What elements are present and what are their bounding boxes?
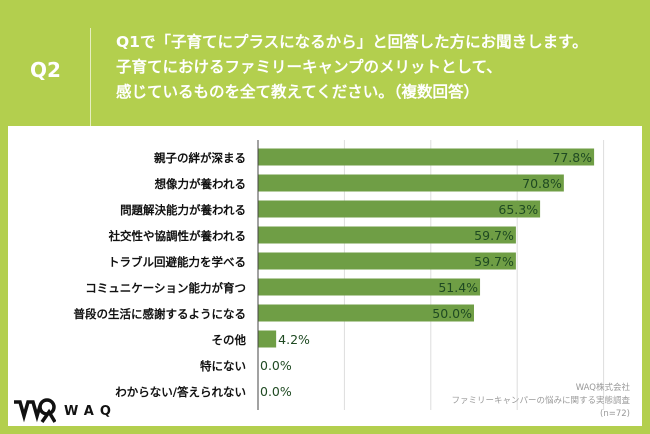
data-label: 77.8% [552,150,592,165]
title-line: Q1で「子育てにプラスになるから」と回答した方にお聞きします。 [116,33,588,51]
category-label: 想像力が養われる [154,177,246,191]
bar [258,304,474,322]
source-note: WAQ株式会社 ファミリーキャンパーの悩みに関する実態調査 (n=72) [451,382,630,421]
data-label: 65.3% [498,202,538,217]
bar [258,278,481,296]
source-line: ファミリーキャンパーの悩みに関する実態調査 [451,396,630,406]
question-number: Q2 [30,58,61,82]
category-label: 特にない [200,359,246,373]
data-label: 0.0% [260,358,292,373]
logo-text: WAQ [64,403,117,419]
category-label: トラブル回避能力を学べる [108,255,246,269]
source-line: WAQ株式会社 [575,383,630,393]
bar [258,226,516,244]
category-label: 普段の生活に感謝するようになる [74,307,247,321]
category-label: その他 [212,333,247,347]
waq-logo-mark [14,398,56,424]
data-label: 70.8% [522,176,562,191]
data-label: 0.0% [260,384,292,399]
question-title: Q1で「子育てにプラスになるから」と回答した方にお聞きします。 子育てにおけるフ… [116,30,588,105]
bar [258,174,564,192]
data-label: 4.2% [278,332,310,347]
waq-logo: WAQ [14,398,117,424]
category-label: 問題解決能力が養われる [120,203,246,217]
bar [258,252,516,270]
data-label: 51.4% [438,280,478,295]
data-label: 59.7% [474,254,514,269]
data-label: 59.7% [474,228,514,243]
title-line: 子育てにおけるファミリーキャンプのメリットとして、 [116,58,502,76]
category-label: わからない/答えられない [115,385,246,399]
category-label: コミュニケーション能力が育つ [85,281,246,295]
bar [258,200,541,218]
bar [258,148,595,166]
data-label: 50.0% [432,306,472,321]
bar [258,330,277,348]
title-line: 感じているものを全て教えてください。（複数回答） [116,83,480,101]
divider [90,28,91,132]
source-line: (n=72) [600,409,630,419]
category-label: 社交性や協調性が養われる [108,229,246,243]
category-label: 親子の絆が深まる [154,151,246,165]
